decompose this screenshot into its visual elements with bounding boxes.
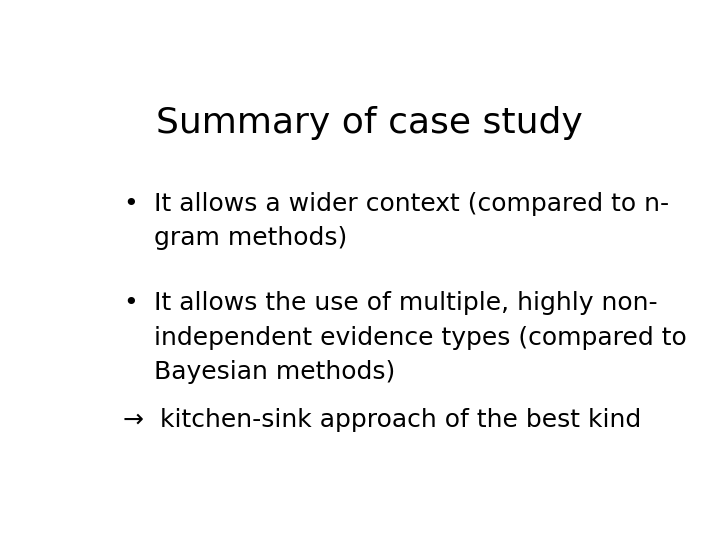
Text: •: • — [124, 292, 138, 315]
Text: Bayesian methods): Bayesian methods) — [154, 360, 395, 383]
Text: →  kitchen-sink approach of the best kind: → kitchen-sink approach of the best kind — [124, 408, 642, 432]
Text: •: • — [124, 192, 138, 215]
Text: independent evidence types (compared to: independent evidence types (compared to — [154, 326, 687, 349]
Text: It allows the use of multiple, highly non-: It allows the use of multiple, highly no… — [154, 292, 658, 315]
Text: Summary of case study: Summary of case study — [156, 106, 582, 140]
Text: It allows a wider context (compared to n-: It allows a wider context (compared to n… — [154, 192, 670, 215]
Text: gram methods): gram methods) — [154, 226, 348, 249]
